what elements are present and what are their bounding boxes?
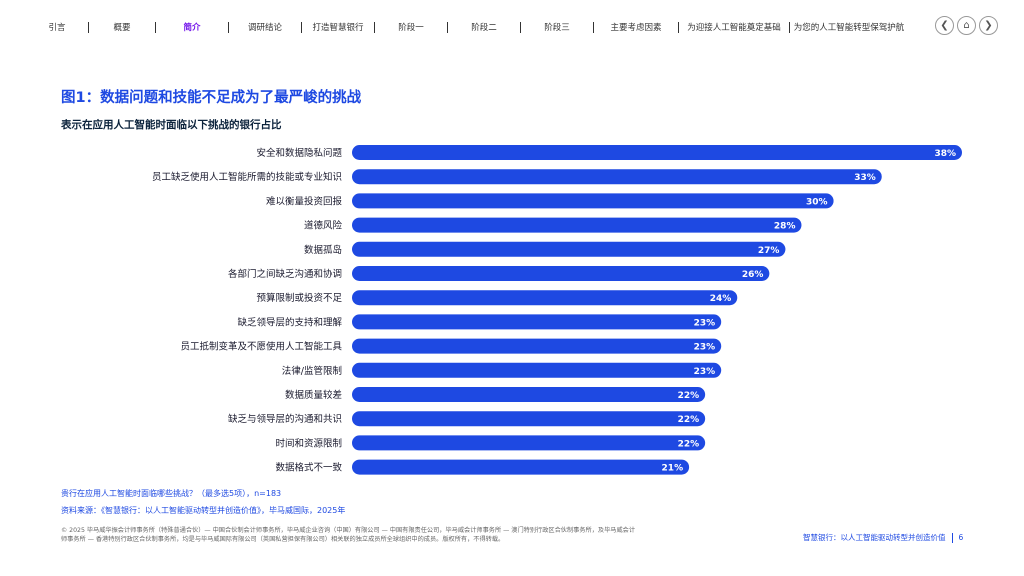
- document-title: 智慧银行：以人工智能驱动转型并创造价值: [803, 533, 946, 542]
- nav-item-ai-foundation[interactable]: 为迎接人工智能奠定基础: [687, 23, 781, 33]
- value-label: 21%: [662, 464, 684, 474]
- value-label: 38%: [934, 149, 956, 159]
- value-label: 22%: [678, 391, 700, 401]
- top-navigation: 引言 概要 简介 调研结论 打造智慧银行 阶段一 阶段二 阶段三 主要考虑因素 …: [40, 18, 920, 36]
- bar: [352, 387, 706, 402]
- nav-divider: [593, 21, 594, 33]
- bar: [352, 362, 722, 378]
- nav-divider: [88, 21, 89, 33]
- value-label: 22%: [678, 415, 700, 425]
- bar: [352, 411, 706, 427]
- bar: [352, 266, 770, 281]
- nav-item-stage-three[interactable]: 阶段三: [544, 23, 570, 33]
- value-label: 30%: [806, 197, 828, 207]
- bar: [352, 435, 706, 451]
- source-note: 资料来源：《智慧银行：以人工智能驱动转型并创造价值》，毕马威国际，2025年: [61, 506, 346, 515]
- figure-subtitle: 表示在应用人工智能时面临以下挑战的银行占比: [61, 119, 282, 131]
- figure-title: 图1：数据问题和技能不足成为了最严峻的挑战: [61, 90, 362, 106]
- category-label: 数据孤岛: [304, 244, 342, 256]
- nav-item-ai-transformation[interactable]: 为您的人工智能转型保驾护航: [793, 23, 905, 33]
- nav-divider: [301, 21, 302, 33]
- category-label: 预算限制或投资不足: [256, 292, 342, 304]
- nav-divider: [228, 21, 229, 33]
- value-label: 26%: [742, 270, 764, 280]
- value-label: 23%: [694, 343, 716, 353]
- bar: [352, 338, 722, 354]
- footer-divider: [951, 532, 953, 543]
- nav-divider: [789, 21, 790, 33]
- value-label: 33%: [854, 173, 876, 183]
- category-label: 缺乏与领导层的沟通和共识: [228, 413, 342, 425]
- bar: [352, 169, 882, 185]
- nav-divider: [374, 21, 375, 33]
- bar: [352, 314, 722, 330]
- nav-item-findings[interactable]: 调研结论: [247, 23, 282, 33]
- nav-item-stage-one[interactable]: 阶段一: [398, 23, 424, 33]
- nav-item-summary[interactable]: 概要: [113, 23, 131, 33]
- value-label: 23%: [694, 367, 716, 377]
- category-label: 道德风险: [304, 220, 343, 232]
- category-label: 数据质量较差: [285, 389, 342, 401]
- category-label: 数据格式不一致: [275, 462, 342, 474]
- nav-divider: [678, 21, 679, 33]
- nav-item-key-considerations[interactable]: 主要考虑因素: [610, 23, 662, 33]
- category-label: 各部门之间缺乏沟通和协调: [228, 268, 342, 280]
- category-label: 员工抵制变革及不愿使用人工智能工具: [180, 341, 342, 353]
- nav-item-smart-bank[interactable]: 打造智慧银行: [312, 23, 364, 33]
- bar: [352, 290, 738, 306]
- value-label: 27%: [758, 246, 780, 256]
- bar: [352, 459, 690, 475]
- category-label: 员工缺乏使用人工智能所需的技能或专业知识: [152, 171, 342, 183]
- category-label: 时间和资源限制: [275, 437, 342, 449]
- nav-item-intro[interactable]: 引言: [48, 23, 66, 33]
- nav-item-stage-two[interactable]: 阶段二: [471, 23, 497, 33]
- nav-controls: ❮ ⌂ ❯: [935, 16, 998, 35]
- page-number: 6: [958, 533, 964, 542]
- bar: [352, 145, 962, 160]
- value-label: 28%: [774, 222, 796, 232]
- value-label: 24%: [710, 294, 732, 304]
- home-icon[interactable]: ⌂: [957, 16, 976, 35]
- nav-divider: [155, 21, 156, 33]
- nav-divider: [520, 21, 521, 33]
- bar: [352, 241, 786, 257]
- nav-item-introduction[interactable]: 简介: [183, 23, 201, 33]
- category-label: 法律/监管限制: [282, 365, 342, 377]
- legal-text: © 2025 毕马威华振会计师事务所（特殊普通合伙）— 中国合伙制会计师事务所，…: [61, 527, 636, 543]
- value-label: 22%: [678, 439, 700, 449]
- value-label: 23%: [694, 318, 716, 328]
- bar: [352, 193, 834, 209]
- bar: [352, 217, 802, 233]
- next-icon[interactable]: ❯: [979, 16, 998, 35]
- category-label: 缺乏领导层的支持和理解: [237, 316, 342, 328]
- prev-icon[interactable]: ❮: [935, 16, 954, 35]
- survey-question-note: 贵行在应用人工智能时面临哪些挑战？（最多选5项），n=183: [61, 489, 282, 498]
- category-label: 难以衡量投资回报: [266, 195, 343, 207]
- page-footer: 智慧银行：以人工智能驱动转型并创造价值 6: [803, 532, 963, 543]
- nav-divider: [447, 21, 448, 33]
- category-label: 安全和数据隐私问题: [256, 147, 342, 159]
